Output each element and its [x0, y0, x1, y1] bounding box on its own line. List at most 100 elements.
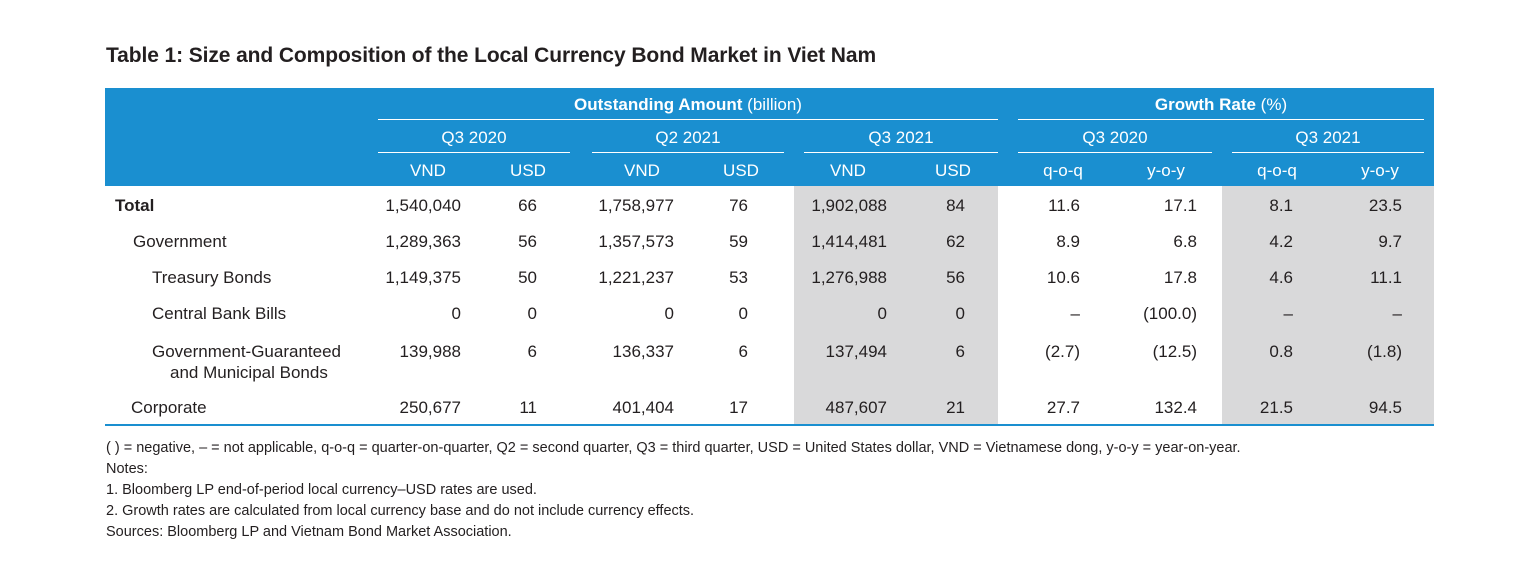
- table-cell: 50: [518, 268, 537, 287]
- bond-market-table: Outstanding Amount (billion) Growth Rate…: [105, 88, 1434, 427]
- period-underline: [592, 152, 784, 153]
- table-cell: 56: [946, 268, 965, 287]
- table-cell: (12.5): [1152, 342, 1197, 361]
- table-cell: 0: [738, 304, 748, 323]
- table-cell: 0: [527, 304, 537, 323]
- table-cell: 53: [729, 268, 748, 287]
- column-header: y-o-y: [1147, 161, 1185, 180]
- table-cell: 6: [527, 342, 537, 361]
- table-notes: ( ) = negative, – = not applicable, q-o-…: [106, 438, 1241, 543]
- table-cell: 23.5: [1368, 196, 1402, 215]
- table-cell: 0: [955, 304, 965, 323]
- table-cell: 1,902,088: [811, 196, 887, 215]
- table-cell: 11: [519, 398, 537, 417]
- table-cell: (1.8): [1367, 342, 1402, 361]
- table-cell: 250,677: [399, 398, 461, 417]
- table-cell: 136,337: [612, 342, 674, 361]
- table-cell: 1,221,237: [598, 268, 674, 287]
- column-header: USD: [510, 161, 546, 180]
- table-cell: 8.9: [1056, 232, 1080, 251]
- row-label: Government-Guaranteed: [152, 342, 341, 361]
- row-label: Total: [115, 196, 155, 215]
- table-cell: (100.0): [1143, 304, 1197, 323]
- table-cell: 6: [955, 342, 965, 361]
- table-cell: 1,540,040: [385, 196, 461, 215]
- table-cell: 137,494: [825, 342, 887, 361]
- table-title: Table 1: Size and Composition of the Loc…: [106, 44, 877, 67]
- table-cell: 1,289,363: [385, 232, 461, 251]
- row-label: Government: [133, 232, 227, 251]
- table-cell: 27.7: [1046, 398, 1080, 417]
- period-underline: [804, 152, 998, 153]
- column-header: VND: [830, 161, 866, 180]
- table-cell: 56: [518, 232, 537, 251]
- table-cell: 8.1: [1269, 196, 1293, 215]
- group-growth-rate: Growth Rate (%): [1018, 95, 1424, 115]
- table-cell: 59: [729, 232, 748, 251]
- table-cell: 1,149,375: [385, 268, 461, 287]
- note-item: 2. Growth rates are calculated from loca…: [106, 503, 695, 519]
- table-cell: 1,357,573: [598, 232, 674, 251]
- table-cell: 0: [451, 304, 461, 323]
- shaded-q3-2021-growth: [1222, 186, 1434, 424]
- notes-heading: Notes:: [106, 461, 148, 477]
- table-cell: –: [1392, 304, 1402, 323]
- table-cell: 4.2: [1269, 232, 1293, 251]
- period-underline: [378, 152, 570, 153]
- table-cell: 17.8: [1163, 268, 1197, 287]
- period-header: Q3 2020: [1082, 128, 1148, 147]
- group-underline-2: [1018, 119, 1424, 120]
- table-cell: 487,607: [825, 398, 887, 417]
- period-header: Q3 2020: [441, 128, 507, 147]
- group-underline-1: [378, 119, 998, 120]
- table-cell: 76: [729, 196, 748, 215]
- table-cell: 84: [946, 196, 965, 215]
- abbreviations-note: ( ) = negative, – = not applicable, q-o-…: [106, 440, 1241, 456]
- table-cell: 1,758,977: [598, 196, 674, 215]
- group-outstanding-bold: Outstanding Amount: [574, 95, 743, 114]
- table-cell: 21.5: [1259, 398, 1293, 417]
- column-header: VND: [410, 161, 446, 180]
- table-cell: –: [1070, 304, 1080, 323]
- period-underline: [1232, 152, 1424, 153]
- table-cell: 1,276,988: [811, 268, 887, 287]
- group-growth-bold: Growth Rate: [1154, 95, 1256, 114]
- column-header: VND: [624, 161, 660, 180]
- table-cell: 139,988: [399, 342, 461, 361]
- table-cell: 4.6: [1269, 268, 1293, 287]
- table-cell: 94.5: [1368, 398, 1402, 417]
- column-header: USD: [935, 161, 971, 180]
- table-cell: 17: [729, 398, 748, 417]
- table-cell: 66: [518, 196, 537, 215]
- table-cell: 401,404: [612, 398, 674, 417]
- shaded-q3-2021-outstanding: [794, 186, 998, 424]
- table-header: [105, 88, 1434, 186]
- row-label: Central Bank Bills: [152, 304, 287, 323]
- table-cell: 1,414,481: [811, 232, 887, 251]
- period-underline: [1018, 152, 1212, 153]
- table-cell: 9.7: [1378, 232, 1402, 251]
- group-outstanding-unit: (billion): [747, 95, 802, 114]
- column-header: y-o-y: [1361, 161, 1399, 180]
- table-cell: 6: [738, 342, 748, 361]
- table-cell: 11.6: [1048, 196, 1080, 215]
- table-cell: 6.8: [1173, 232, 1197, 251]
- table-cell: 0: [664, 304, 674, 323]
- column-header: USD: [723, 161, 759, 180]
- period-header: Q2 2021: [655, 128, 721, 147]
- table-cell: 0: [877, 304, 887, 323]
- row-label: Treasury Bonds: [152, 268, 272, 287]
- table-cell: –: [1283, 304, 1293, 323]
- table-cell: 62: [946, 232, 965, 251]
- note-item: 1. Bloomberg LP end-of-period local curr…: [106, 482, 537, 498]
- group-outstanding-amount: Outstanding Amount (billion): [378, 95, 998, 115]
- table-bottom-rule: [105, 424, 1434, 426]
- table-cell: 132.4: [1154, 398, 1197, 417]
- column-header: q-o-q: [1043, 161, 1083, 180]
- table-cell: 17.1: [1163, 196, 1197, 215]
- table-cell: 11.1: [1370, 268, 1402, 287]
- group-growth-unit: (%): [1260, 95, 1288, 114]
- table-cell: 21: [946, 398, 965, 417]
- table-cell: (2.7): [1045, 342, 1080, 361]
- period-header: Q3 2021: [868, 128, 934, 147]
